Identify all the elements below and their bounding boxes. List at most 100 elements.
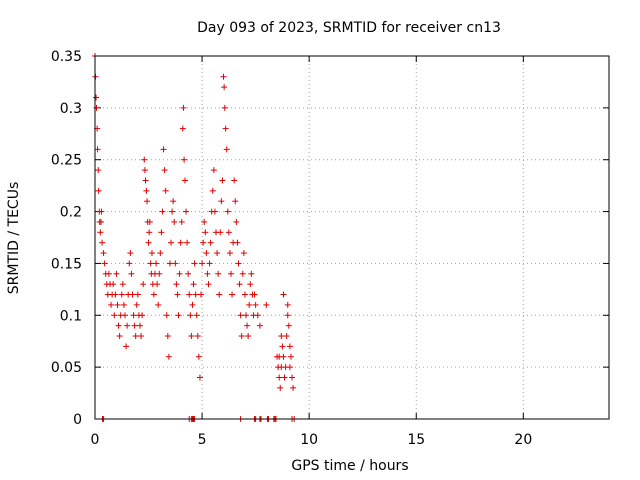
- data-point: [175, 312, 182, 319]
- data-points: [92, 53, 298, 422]
- data-point: [128, 270, 135, 277]
- data-point: [188, 333, 195, 340]
- data-point: [181, 177, 188, 184]
- y-tick-label: 0: [73, 412, 82, 428]
- data-point: [286, 343, 293, 350]
- data-point: [123, 343, 130, 350]
- data-point: [155, 301, 162, 308]
- data-point: [251, 291, 258, 298]
- data-point: [118, 291, 125, 298]
- data-point: [93, 104, 100, 111]
- data-point: [95, 167, 102, 174]
- data-point: [195, 353, 202, 360]
- data-point: [289, 374, 296, 381]
- data-point: [189, 301, 196, 308]
- data-point: [108, 301, 115, 308]
- data-point: [221, 84, 228, 91]
- data-point: [166, 260, 173, 267]
- data-point: [126, 260, 133, 267]
- y-axis-label: SRMTID / TECUs: [6, 182, 22, 295]
- data-point: [134, 291, 141, 298]
- ticks: [94, 55, 609, 420]
- data-point: [219, 177, 226, 184]
- data-point: [101, 260, 108, 267]
- data-point: [238, 333, 245, 340]
- data-point: [279, 343, 286, 350]
- data-point: [131, 322, 138, 329]
- data-point: [161, 167, 168, 174]
- data-point: [143, 187, 150, 194]
- data-point: [245, 333, 252, 340]
- data-point: [239, 270, 246, 277]
- data-point: [141, 156, 148, 163]
- data-point: [192, 291, 199, 298]
- y-tick-label: 0.2: [60, 205, 82, 221]
- data-point: [98, 208, 105, 215]
- data-point: [278, 333, 285, 340]
- y-tick-label: 0.35: [51, 49, 82, 65]
- y-tick-labels: 0 0.05 0.1 0.15 0.2 0.25 0.3 0.35: [51, 49, 82, 428]
- data-point: [142, 177, 149, 184]
- data-point: [180, 104, 187, 111]
- grid: [95, 56, 609, 419]
- data-point: [148, 250, 155, 257]
- data-point: [146, 229, 153, 236]
- data-point: [246, 301, 253, 308]
- data-point: [146, 218, 153, 225]
- data-point: [179, 125, 186, 132]
- data-point: [287, 353, 294, 360]
- plot-frame: [94, 55, 610, 420]
- data-point: [214, 250, 221, 257]
- data-point: [178, 218, 185, 225]
- data-point: [286, 364, 293, 371]
- data-point: [138, 333, 145, 340]
- data-point: [222, 125, 229, 132]
- data-point: [244, 322, 251, 329]
- data-point: [171, 218, 178, 225]
- data-point: [183, 208, 190, 215]
- data-point: [145, 239, 152, 246]
- data-point: [232, 198, 239, 205]
- data-point: [193, 312, 200, 319]
- data-point: [133, 301, 140, 308]
- data-point: [218, 198, 225, 205]
- data-point: [172, 260, 179, 267]
- data-point: [225, 229, 232, 236]
- data-point: [284, 312, 291, 319]
- data-point: [227, 270, 234, 277]
- data-point: [276, 353, 283, 360]
- y-tick-label: 0.3: [60, 101, 82, 117]
- data-point: [276, 374, 283, 381]
- data-point: [185, 270, 192, 277]
- y-tick-label: 0.05: [51, 360, 82, 376]
- data-point: [94, 146, 101, 153]
- data-point: [174, 291, 181, 298]
- data-point: [236, 281, 243, 288]
- x-tick-label: 0: [91, 432, 100, 448]
- data-point: [207, 239, 214, 246]
- data-point: [254, 312, 261, 319]
- data-point: [156, 270, 163, 277]
- data-point: [97, 229, 104, 236]
- data-point: [186, 291, 193, 298]
- data-point: [159, 208, 166, 215]
- x-tick-label: 5: [198, 432, 207, 448]
- data-point: [158, 229, 165, 236]
- data-point: [93, 94, 100, 101]
- data-point: [140, 281, 147, 288]
- data-point: [127, 250, 134, 257]
- data-point: [277, 384, 284, 391]
- data-point: [248, 270, 255, 277]
- x-tick-label: 20: [514, 432, 532, 448]
- data-point: [111, 312, 118, 319]
- x-tick-label: 10: [300, 432, 318, 448]
- data-point: [237, 312, 244, 319]
- data-point: [177, 239, 184, 246]
- data-point: [242, 312, 249, 319]
- data-point: [220, 73, 227, 80]
- data-point: [280, 291, 287, 298]
- data-point: [169, 208, 176, 215]
- data-point: [263, 301, 270, 308]
- data-point: [226, 250, 233, 257]
